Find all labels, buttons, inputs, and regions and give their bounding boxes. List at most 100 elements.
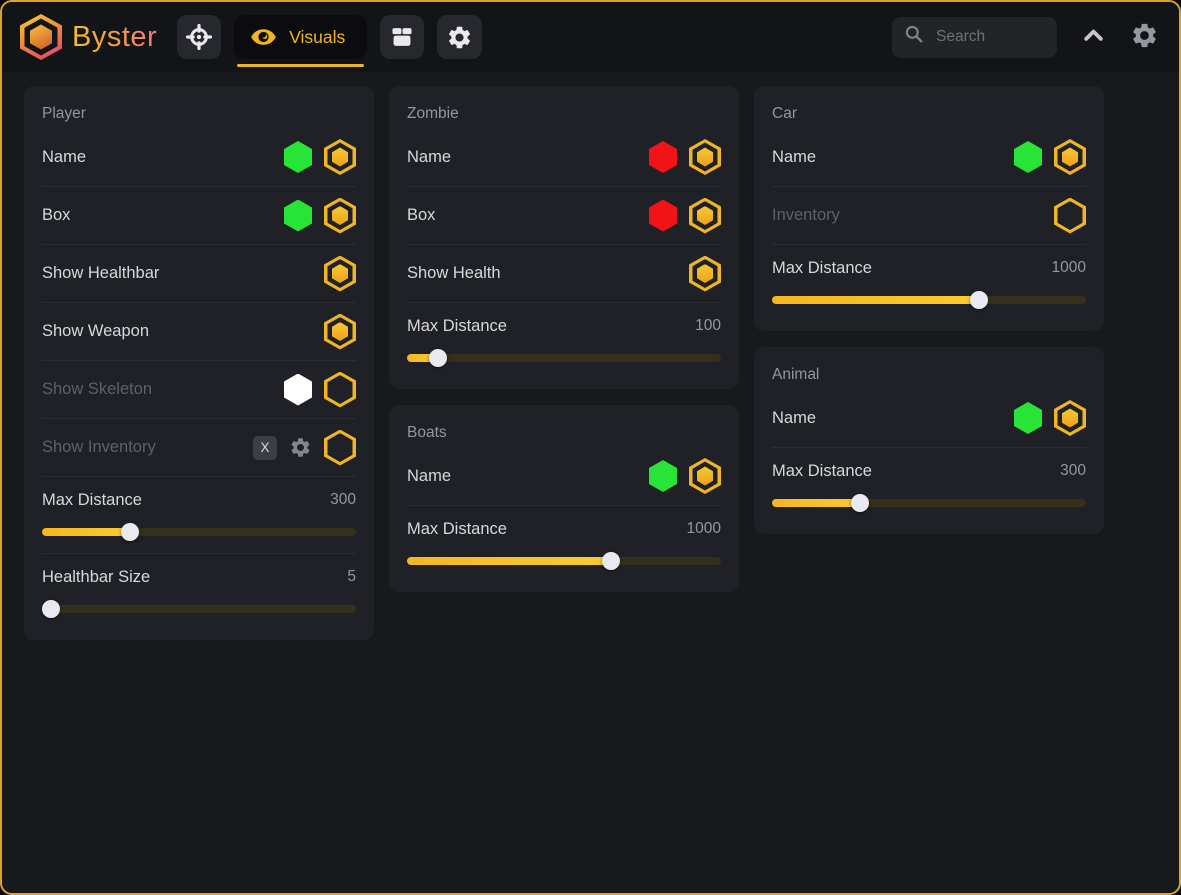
row-name: Name	[42, 128, 356, 186]
slider-thumb[interactable]	[970, 291, 989, 309]
toggle-hexagon[interactable]	[689, 458, 721, 494]
color-swatch[interactable]	[649, 460, 677, 492]
color-swatch[interactable]	[649, 199, 677, 232]
chevron-up-icon	[1080, 22, 1107, 52]
tab-settings[interactable]	[437, 15, 483, 59]
panel-rows: Name Max Distance 300	[772, 389, 1086, 524]
row-controls	[284, 139, 356, 175]
search-input[interactable]	[934, 27, 1045, 47]
row-label: Box	[42, 206, 71, 224]
toggle-hexagon[interactable]	[324, 429, 356, 466]
panel-title: Car	[772, 105, 797, 122]
row-controls	[649, 139, 721, 175]
hexagon-shape	[697, 466, 713, 486]
slider-thumb[interactable]	[120, 523, 139, 541]
row-show-inventory: Show Inventory X	[42, 418, 356, 476]
column-3: Car Name Inventory Max Distance 1000 Animal Na…	[754, 86, 1104, 534]
toggle-hexagon[interactable]	[324, 255, 356, 292]
color-swatch[interactable]	[1014, 402, 1042, 434]
hexagon-shape	[649, 141, 677, 173]
hexagon-shape	[1062, 147, 1078, 167]
hexagon-shape	[332, 206, 348, 225]
toggle-hexagon[interactable]	[324, 371, 356, 408]
panel-rows: Name Max Distance 1000	[407, 447, 721, 582]
row-label: Show Health	[407, 264, 501, 282]
slider-track[interactable]	[407, 349, 721, 367]
row-box: Box	[42, 186, 356, 244]
keybind-badge[interactable]: X	[253, 435, 277, 460]
toggle-hexagon[interactable]	[1054, 197, 1086, 234]
toggle-hexagon[interactable]	[689, 255, 721, 292]
slider-track-rail	[42, 528, 356, 536]
panel-rows: Name Box Show Healthbar Show Weapon Show Ske…	[42, 128, 356, 630]
tab-visuals[interactable]: Visuals	[234, 15, 368, 67]
row-label: Show Inventory	[42, 438, 156, 456]
gear-icon[interactable]	[289, 436, 312, 459]
row-label: Inventory	[772, 206, 840, 224]
color-swatch[interactable]	[284, 141, 312, 173]
row-inventory: Inventory	[772, 186, 1086, 244]
tab-loot[interactable]	[380, 15, 425, 59]
hexagon-shape	[332, 147, 348, 167]
slider-track[interactable]	[772, 494, 1086, 512]
brand: Byster	[20, 14, 157, 60]
hexagon-shape	[1014, 402, 1042, 434]
row-label: Max Distance	[407, 316, 507, 335]
topbar: Byster Visuals	[2, 2, 1179, 72]
toggle-hexagon[interactable]	[324, 313, 356, 350]
toggle-hexagon[interactable]	[1054, 139, 1086, 175]
hexagon-shape	[284, 199, 312, 232]
slider-head: Max Distance 300	[772, 452, 1086, 490]
hexagon-shape	[284, 373, 312, 406]
slider-fill	[772, 499, 860, 507]
slider-head: Max Distance 1000	[407, 510, 721, 548]
slider-track[interactable]	[42, 523, 356, 541]
panel-player: Player Name Box Show Healthbar Show Weapon Sh…	[24, 86, 374, 640]
row-controls	[284, 371, 356, 408]
hexagon-shape	[1062, 408, 1078, 428]
toggle-hexagon[interactable]	[689, 139, 721, 175]
collapse-button[interactable]	[1080, 22, 1107, 52]
column-1: Player Name Box Show Healthbar Show Weapon Sh…	[24, 86, 374, 640]
hexagon-shape	[327, 375, 353, 404]
row-box: Box	[407, 186, 721, 244]
toggle-hexagon[interactable]	[324, 139, 356, 175]
slider-track[interactable]	[42, 600, 356, 618]
slider-thumb[interactable]	[429, 349, 448, 367]
panel-title: Boats	[407, 424, 447, 441]
slider-track[interactable]	[772, 291, 1086, 309]
slider-thumb[interactable]	[850, 494, 869, 512]
row-controls	[1054, 197, 1086, 234]
search-icon	[904, 24, 925, 50]
toggle-hexagon[interactable]	[689, 197, 721, 234]
slider-value: 100	[695, 317, 721, 334]
panel-rows: Name Box Show Health Max Distance 100	[407, 128, 721, 379]
settings-button[interactable]	[1130, 21, 1159, 53]
slider-track[interactable]	[407, 552, 721, 570]
slider-track-rail	[407, 354, 721, 362]
tab-aimbot[interactable]	[177, 15, 222, 59]
search-box[interactable]	[892, 16, 1057, 58]
toggle-hexagon[interactable]	[1054, 400, 1086, 436]
toggle-hexagon[interactable]	[324, 197, 356, 234]
row-name: Name	[407, 447, 721, 505]
color-swatch[interactable]	[284, 199, 312, 232]
slider-max-distance: Max Distance 100	[407, 302, 721, 379]
slider-thumb[interactable]	[42, 600, 61, 618]
panel-animal: Animal Name Max Distance 300	[754, 347, 1104, 534]
row-controls	[649, 458, 721, 494]
slider-thumb[interactable]	[602, 552, 621, 570]
slider-head: Max Distance 1000	[772, 249, 1086, 287]
row-label: Max Distance	[42, 490, 142, 509]
topbar-right	[892, 16, 1159, 58]
row-name: Name	[772, 128, 1086, 186]
row-label: Max Distance	[407, 519, 507, 538]
slider-track-rail	[42, 605, 356, 613]
row-label: Show Weapon	[42, 322, 150, 340]
slider-fill	[407, 557, 612, 565]
slider-value: 300	[1060, 462, 1086, 479]
color-swatch[interactable]	[1014, 141, 1042, 173]
color-swatch[interactable]	[649, 141, 677, 173]
row-show-health: Show Health	[407, 244, 721, 302]
color-swatch[interactable]	[284, 373, 312, 406]
